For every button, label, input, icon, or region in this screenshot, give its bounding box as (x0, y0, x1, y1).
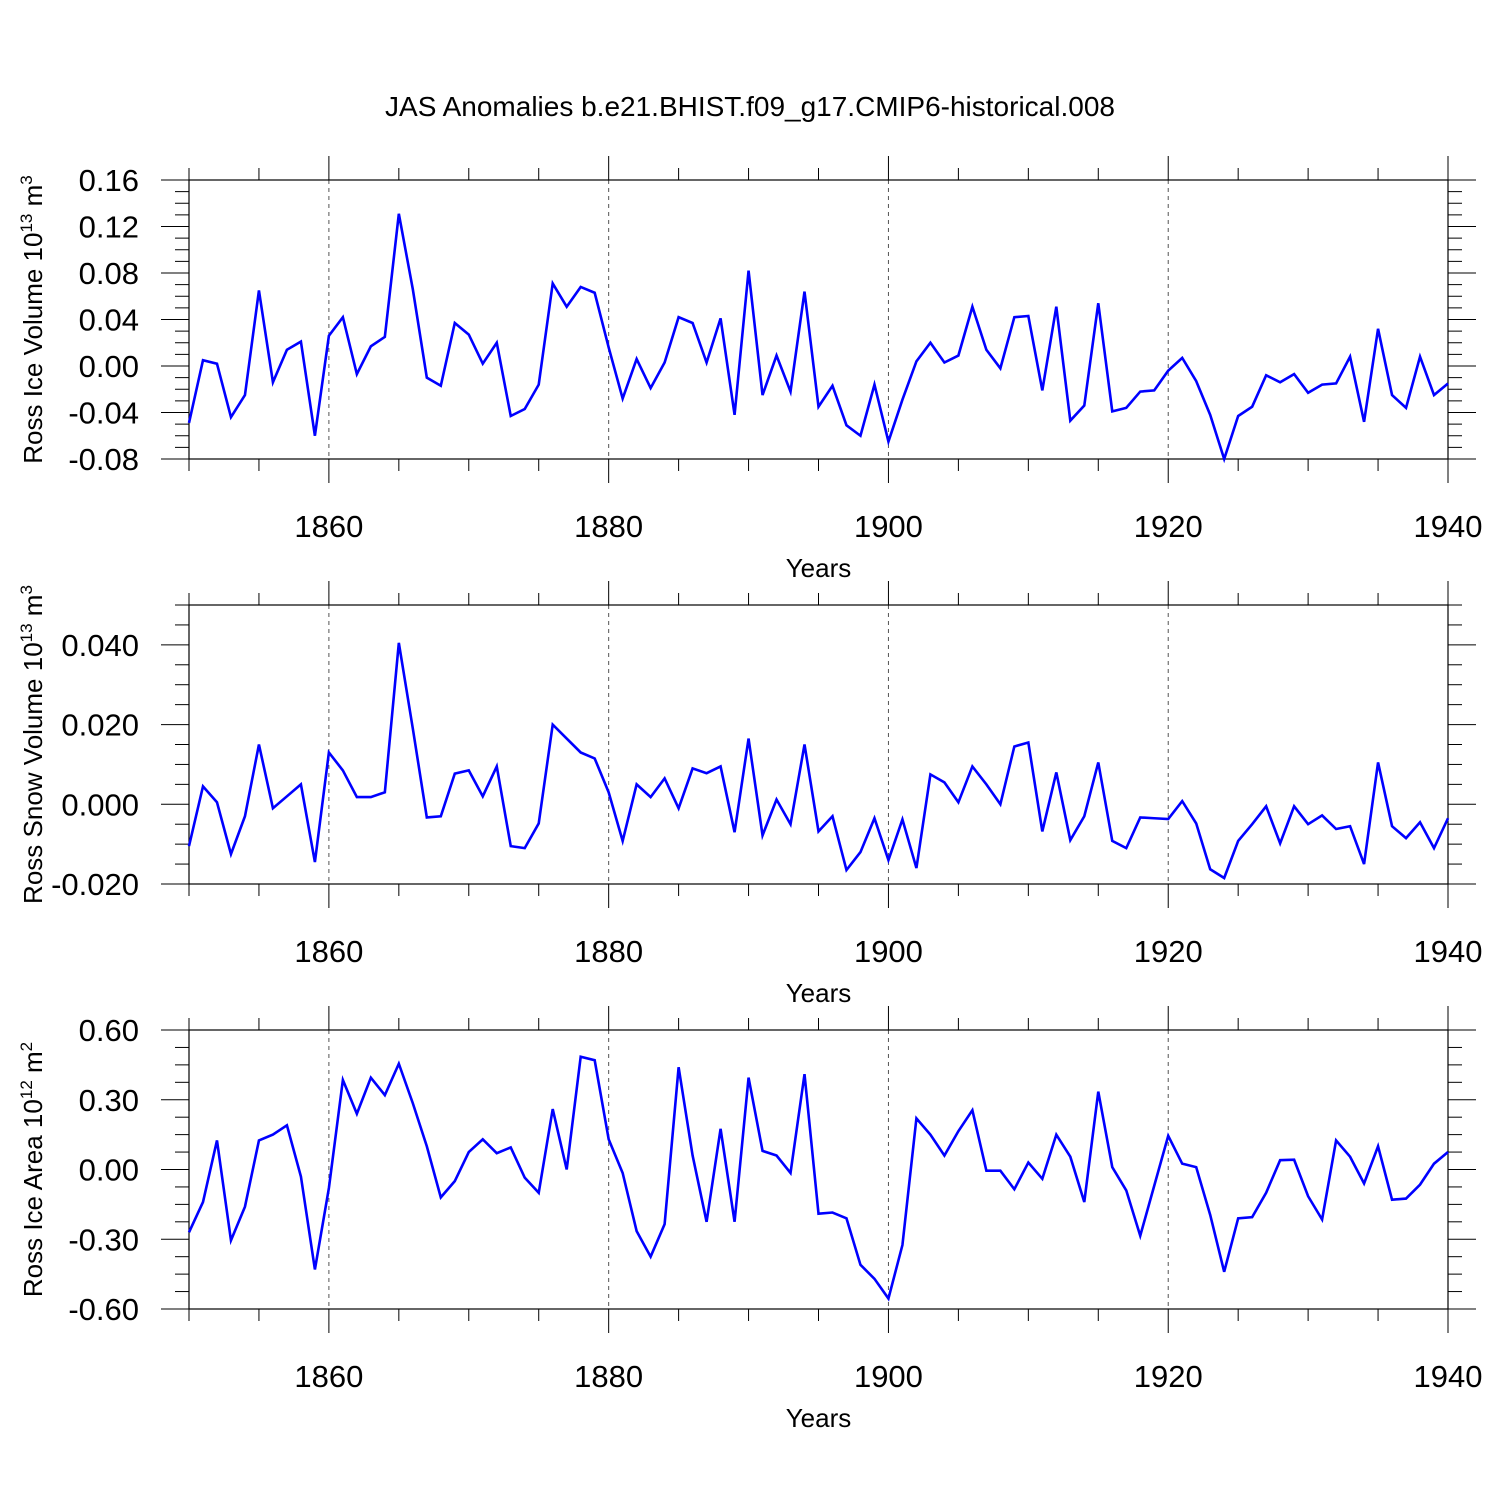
y-tick-label: -0.04 (68, 396, 139, 431)
figure-title: JAS Anomalies b.e21.BHIST.f09_g17.CMIP6-… (385, 91, 1115, 122)
y-tick-label: 0.00 (79, 1153, 139, 1188)
y-tick-label: 0.04 (79, 303, 139, 338)
y-tick-label: -0.020 (51, 867, 139, 902)
series-line (187, 642, 1450, 880)
y-tick-label: 0.00 (79, 349, 139, 384)
plot-frame (188, 179, 1449, 460)
y-tick-label: -0.08 (68, 442, 139, 477)
y-tick-label: -0.60 (68, 1292, 139, 1327)
x-tick-label: 1940 (1414, 509, 1483, 544)
x-tick-label: 1880 (574, 934, 643, 969)
y-tick-label: 0.020 (61, 708, 139, 743)
plot-frame (188, 1029, 1449, 1310)
panel-3: -0.60 -0.30 0.00 0.30 0.60 1860 1880 1900 1920 19… (17, 1006, 1482, 1433)
x-tick-label: 1900 (854, 934, 923, 969)
x-tick-label: 1920 (1134, 509, 1203, 544)
x-tick-label: 1940 (1414, 1359, 1483, 1394)
series-line (187, 1055, 1449, 1302)
y-tick-label: 0.60 (79, 1013, 139, 1048)
y-tick-label: 0.040 (61, 628, 139, 663)
x-tick-label: 1880 (574, 509, 643, 544)
y-tick-label: 0.16 (79, 163, 139, 198)
x-axis-label: Years (786, 1403, 852, 1433)
series-line (187, 213, 1449, 464)
x-axis-label: Years (786, 553, 852, 583)
x-tick-label: 1900 (854, 509, 923, 544)
x-tick-label: 1920 (1134, 1359, 1203, 1394)
x-tick-label: 1860 (294, 509, 363, 544)
y-axis-label: Ross Ice Area 1012 m2 (17, 1042, 48, 1297)
y-tick-label: 0.000 (61, 787, 139, 822)
x-tick-label: 1940 (1414, 934, 1483, 969)
y-axis-label: Ross Ice Volume 1013 m3 (17, 175, 48, 464)
x-tick-label: 1900 (854, 1359, 923, 1394)
y-tick-label: 0.30 (79, 1083, 139, 1118)
y-axis-label: Ross Snow Volume 1013 m3 (17, 585, 48, 904)
plot-frame (188, 604, 1449, 885)
x-axis-label: Years (786, 978, 852, 1008)
y-tick-label: 0.12 (79, 210, 139, 245)
x-tick-label: 1860 (294, 934, 363, 969)
x-tick-label: 1880 (574, 1359, 643, 1394)
panel-1: -0.08 -0.04 0.00 0.04 0.08 0.12 0.16 1860 1880 19… (17, 156, 1482, 583)
x-tick-label: 1860 (294, 1359, 363, 1394)
x-tick-label: 1920 (1134, 934, 1203, 969)
y-tick-label: 0.08 (79, 256, 139, 291)
y-tick-label: -0.30 (68, 1222, 139, 1257)
panel-2: -0.020 0.000 0.020 0.040 1860 1880 1900 1920 194… (17, 581, 1482, 1008)
